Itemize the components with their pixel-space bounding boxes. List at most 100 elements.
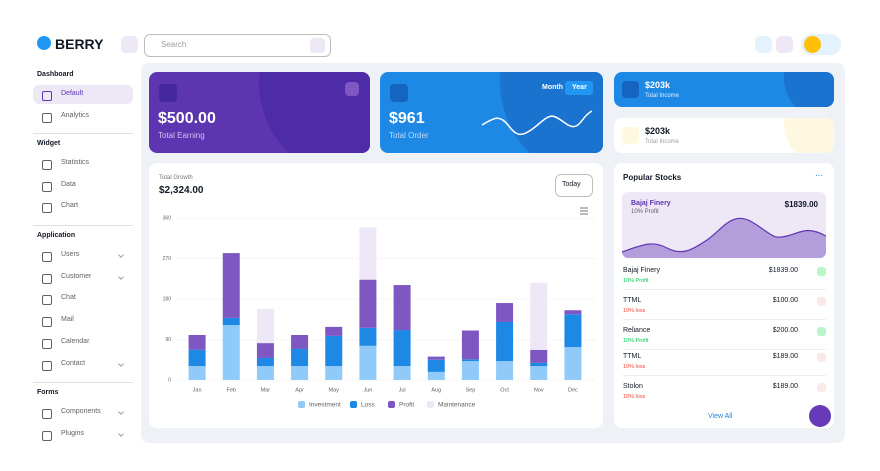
section-title: Widget xyxy=(37,140,61,147)
bar-segment xyxy=(461,330,479,360)
stock-name: Stolon xyxy=(623,383,643,390)
x-tick-label: Apr xyxy=(295,387,304,393)
card-icon xyxy=(159,84,177,102)
filter-button[interactable] xyxy=(310,38,325,53)
toggle-month[interactable]: Month xyxy=(542,84,563,91)
menu-item[interactable]: Customer xyxy=(61,272,92,280)
bar-segment xyxy=(530,349,548,363)
income-card-light: $203k Total Income xyxy=(614,118,834,153)
menu-icon xyxy=(42,203,52,214)
chart-title: $2,324.00 xyxy=(159,185,204,196)
translate-button[interactable] xyxy=(755,36,772,53)
stock-price: $200.00 xyxy=(772,327,798,334)
x-tick-label: Jul xyxy=(399,387,406,393)
divider xyxy=(623,349,826,350)
x-tick-label: Oct xyxy=(500,387,509,393)
menu-item[interactable]: Chart xyxy=(61,202,79,210)
divider xyxy=(33,382,133,383)
menu-item[interactable]: Users xyxy=(61,251,80,258)
menu-item[interactable]: Plugins xyxy=(61,429,84,437)
stock-price: $100.00 xyxy=(772,297,798,304)
menu-toggle[interactable] xyxy=(121,36,138,53)
notification-button[interactable] xyxy=(776,36,793,53)
bar-segment xyxy=(461,359,479,362)
profile-button[interactable] xyxy=(801,34,841,55)
income-card-dark: $203k Total Income xyxy=(614,72,834,107)
active-highlight xyxy=(33,85,133,104)
divider xyxy=(623,289,826,290)
section-title: Forms xyxy=(37,389,59,396)
toggle-year[interactable]: Year xyxy=(572,84,587,91)
bar-segment xyxy=(222,325,240,380)
menu-item[interactable]: Contact xyxy=(61,359,86,367)
divider xyxy=(33,133,133,134)
bar-segment xyxy=(564,314,582,348)
stocks-card: Popular Stocks ⋯ Bajaj Finery 10% Profit… xyxy=(614,163,834,428)
more-button[interactable]: ⋯ xyxy=(815,171,823,180)
bar-segment xyxy=(393,366,411,380)
stock-sub: 10% loss xyxy=(623,308,646,314)
bar-segment xyxy=(530,282,548,350)
bar-segment xyxy=(427,356,445,360)
card-value: $203k xyxy=(645,126,671,136)
card-label: Total Income xyxy=(645,139,680,145)
bar-segment xyxy=(222,317,240,326)
menu-item[interactable]: Statistics xyxy=(61,159,90,166)
x-tick-label: Sep xyxy=(466,387,476,393)
bar-segment xyxy=(496,303,514,322)
menu-icon xyxy=(42,273,52,284)
more-button[interactable] xyxy=(345,82,359,96)
trend-icon xyxy=(817,353,826,362)
bar-segment xyxy=(530,362,548,367)
card-label: Total Earning xyxy=(158,131,205,140)
settings-fab[interactable] xyxy=(809,405,831,427)
brand: BERRY xyxy=(55,36,104,52)
menu-item[interactable]: Data xyxy=(61,180,76,188)
decor xyxy=(784,72,834,107)
featured-name: Bajaj Finery xyxy=(631,200,671,207)
menu-item[interactable]: Mail xyxy=(61,316,74,324)
menu-icon xyxy=(42,160,52,170)
search-box[interactable]: Search xyxy=(144,34,331,57)
logo-icon xyxy=(37,36,51,50)
bar-segment xyxy=(291,335,309,349)
bar-segment xyxy=(461,361,479,380)
sparkline xyxy=(481,110,593,136)
bar-segment xyxy=(188,335,206,350)
menu-icon xyxy=(42,112,52,123)
menu-item[interactable]: Calendar xyxy=(61,337,90,345)
period-select[interactable]: Today xyxy=(555,174,593,197)
toggle-year-bg[interactable]: Year xyxy=(565,81,593,95)
featured-stock: Bajaj Finery 10% Profit $1839.00 xyxy=(622,192,826,258)
menu-item[interactable]: Analytics xyxy=(61,111,90,119)
x-tick-label: Jan xyxy=(193,387,202,393)
bar-segment xyxy=(496,321,514,362)
menu-icon xyxy=(42,430,52,441)
bar-segment xyxy=(325,326,343,336)
menu-item[interactable]: Components xyxy=(61,408,101,415)
bar-segment xyxy=(564,347,582,380)
card-label: Total Income xyxy=(645,93,680,99)
menu-item[interactable]: Default xyxy=(61,90,84,97)
x-tick-label: Mar xyxy=(261,387,271,393)
y-tick-label: 90 xyxy=(165,337,171,343)
bar-segment xyxy=(393,285,411,331)
menu-icon xyxy=(42,338,52,349)
x-tick-label: Aug xyxy=(431,387,441,393)
legend-swatch xyxy=(350,401,357,408)
bar-segment xyxy=(359,227,377,280)
menu-item[interactable]: Chat xyxy=(61,294,76,302)
card-value: $203k xyxy=(645,80,671,90)
stock-price: $1839.00 xyxy=(768,267,798,274)
bar-segment xyxy=(359,327,377,346)
view-all-link[interactable]: View All xyxy=(708,413,733,420)
featured-area xyxy=(622,217,826,258)
period-value: Today xyxy=(562,181,581,188)
menu-icon xyxy=(42,295,52,306)
stock-sub: 10% loss xyxy=(623,364,646,370)
legend-label: Loss xyxy=(361,402,375,409)
bar-segment xyxy=(325,335,343,367)
x-tick-label: Dec xyxy=(568,387,578,393)
decor xyxy=(784,118,834,153)
